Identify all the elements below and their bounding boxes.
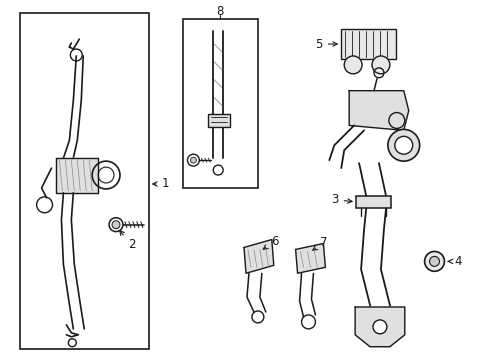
Circle shape xyxy=(190,157,196,163)
Polygon shape xyxy=(354,307,404,347)
Polygon shape xyxy=(56,158,98,193)
Circle shape xyxy=(424,251,444,271)
Text: 5: 5 xyxy=(315,37,337,50)
Polygon shape xyxy=(244,239,273,273)
Circle shape xyxy=(387,129,419,161)
Text: 3: 3 xyxy=(331,193,351,206)
Bar xyxy=(355,196,390,208)
Text: 7: 7 xyxy=(312,236,327,250)
Circle shape xyxy=(371,56,389,74)
Text: 6: 6 xyxy=(263,235,278,249)
Polygon shape xyxy=(295,243,325,273)
Text: 1: 1 xyxy=(152,177,169,190)
Text: 4: 4 xyxy=(447,255,461,268)
Text: 2: 2 xyxy=(120,231,135,251)
Text: 8: 8 xyxy=(216,5,224,18)
Bar xyxy=(183,19,257,188)
Bar xyxy=(208,113,230,127)
Circle shape xyxy=(344,56,361,74)
Circle shape xyxy=(372,320,386,334)
Bar xyxy=(20,13,148,349)
Bar xyxy=(341,29,395,59)
Circle shape xyxy=(428,256,439,266)
Circle shape xyxy=(112,221,120,229)
Polygon shape xyxy=(348,91,408,130)
Circle shape xyxy=(388,113,404,129)
Circle shape xyxy=(394,136,412,154)
